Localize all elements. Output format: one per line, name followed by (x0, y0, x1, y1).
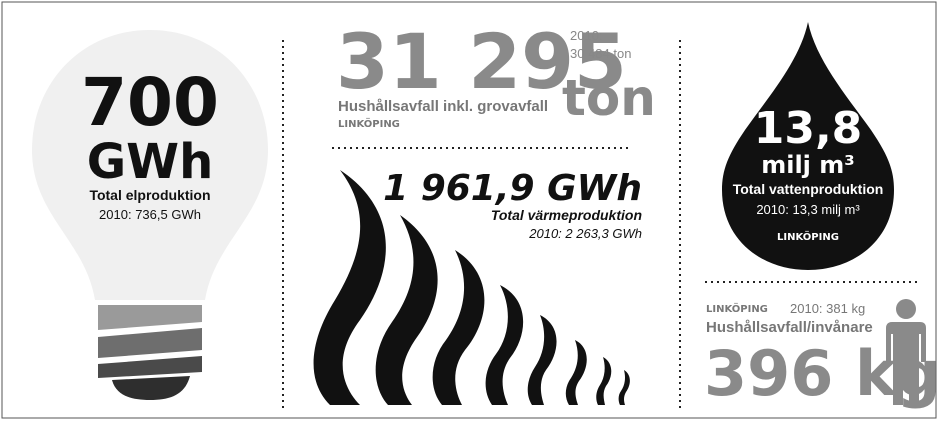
heat-label: Total värmeproduktion (491, 207, 642, 223)
waste-label: Hushållsavfall inkl. grovavfall (338, 98, 548, 115)
heat-previous: 2010: 2 263,3 GWh (528, 226, 642, 241)
heat-value: 1 961,9 GWh (383, 168, 642, 209)
infographic: 700 GWh Total elproduktion 2010: 736,5 G… (0, 0, 939, 421)
water-previous: 2010: 13,3 milj m³ (756, 202, 860, 217)
water-value: 13,8 (754, 103, 863, 154)
electricity-label: Total elproduktion (89, 187, 210, 203)
per-capita-previous: 2010: 381 kg (790, 301, 865, 316)
electricity-unit: GWh (87, 134, 214, 190)
per-capita-place: LINKÖPING (706, 301, 768, 315)
water-label: Total vattenproduktion (733, 181, 884, 197)
waste-place: LINKÖPING (338, 116, 400, 130)
per-capita-label: Hushållsavfall/invånare (706, 319, 873, 336)
waste-previous-label: 2010: (570, 28, 603, 43)
waste-unit: ton (562, 69, 656, 127)
waste-previous: 30 484 ton (570, 46, 631, 61)
water-unit: milj m³ (761, 151, 855, 179)
electricity-value: 700 (81, 64, 219, 141)
water-place: LINKÖPING (777, 229, 839, 243)
electricity-previous: 2010: 736,5 GWh (99, 207, 201, 222)
